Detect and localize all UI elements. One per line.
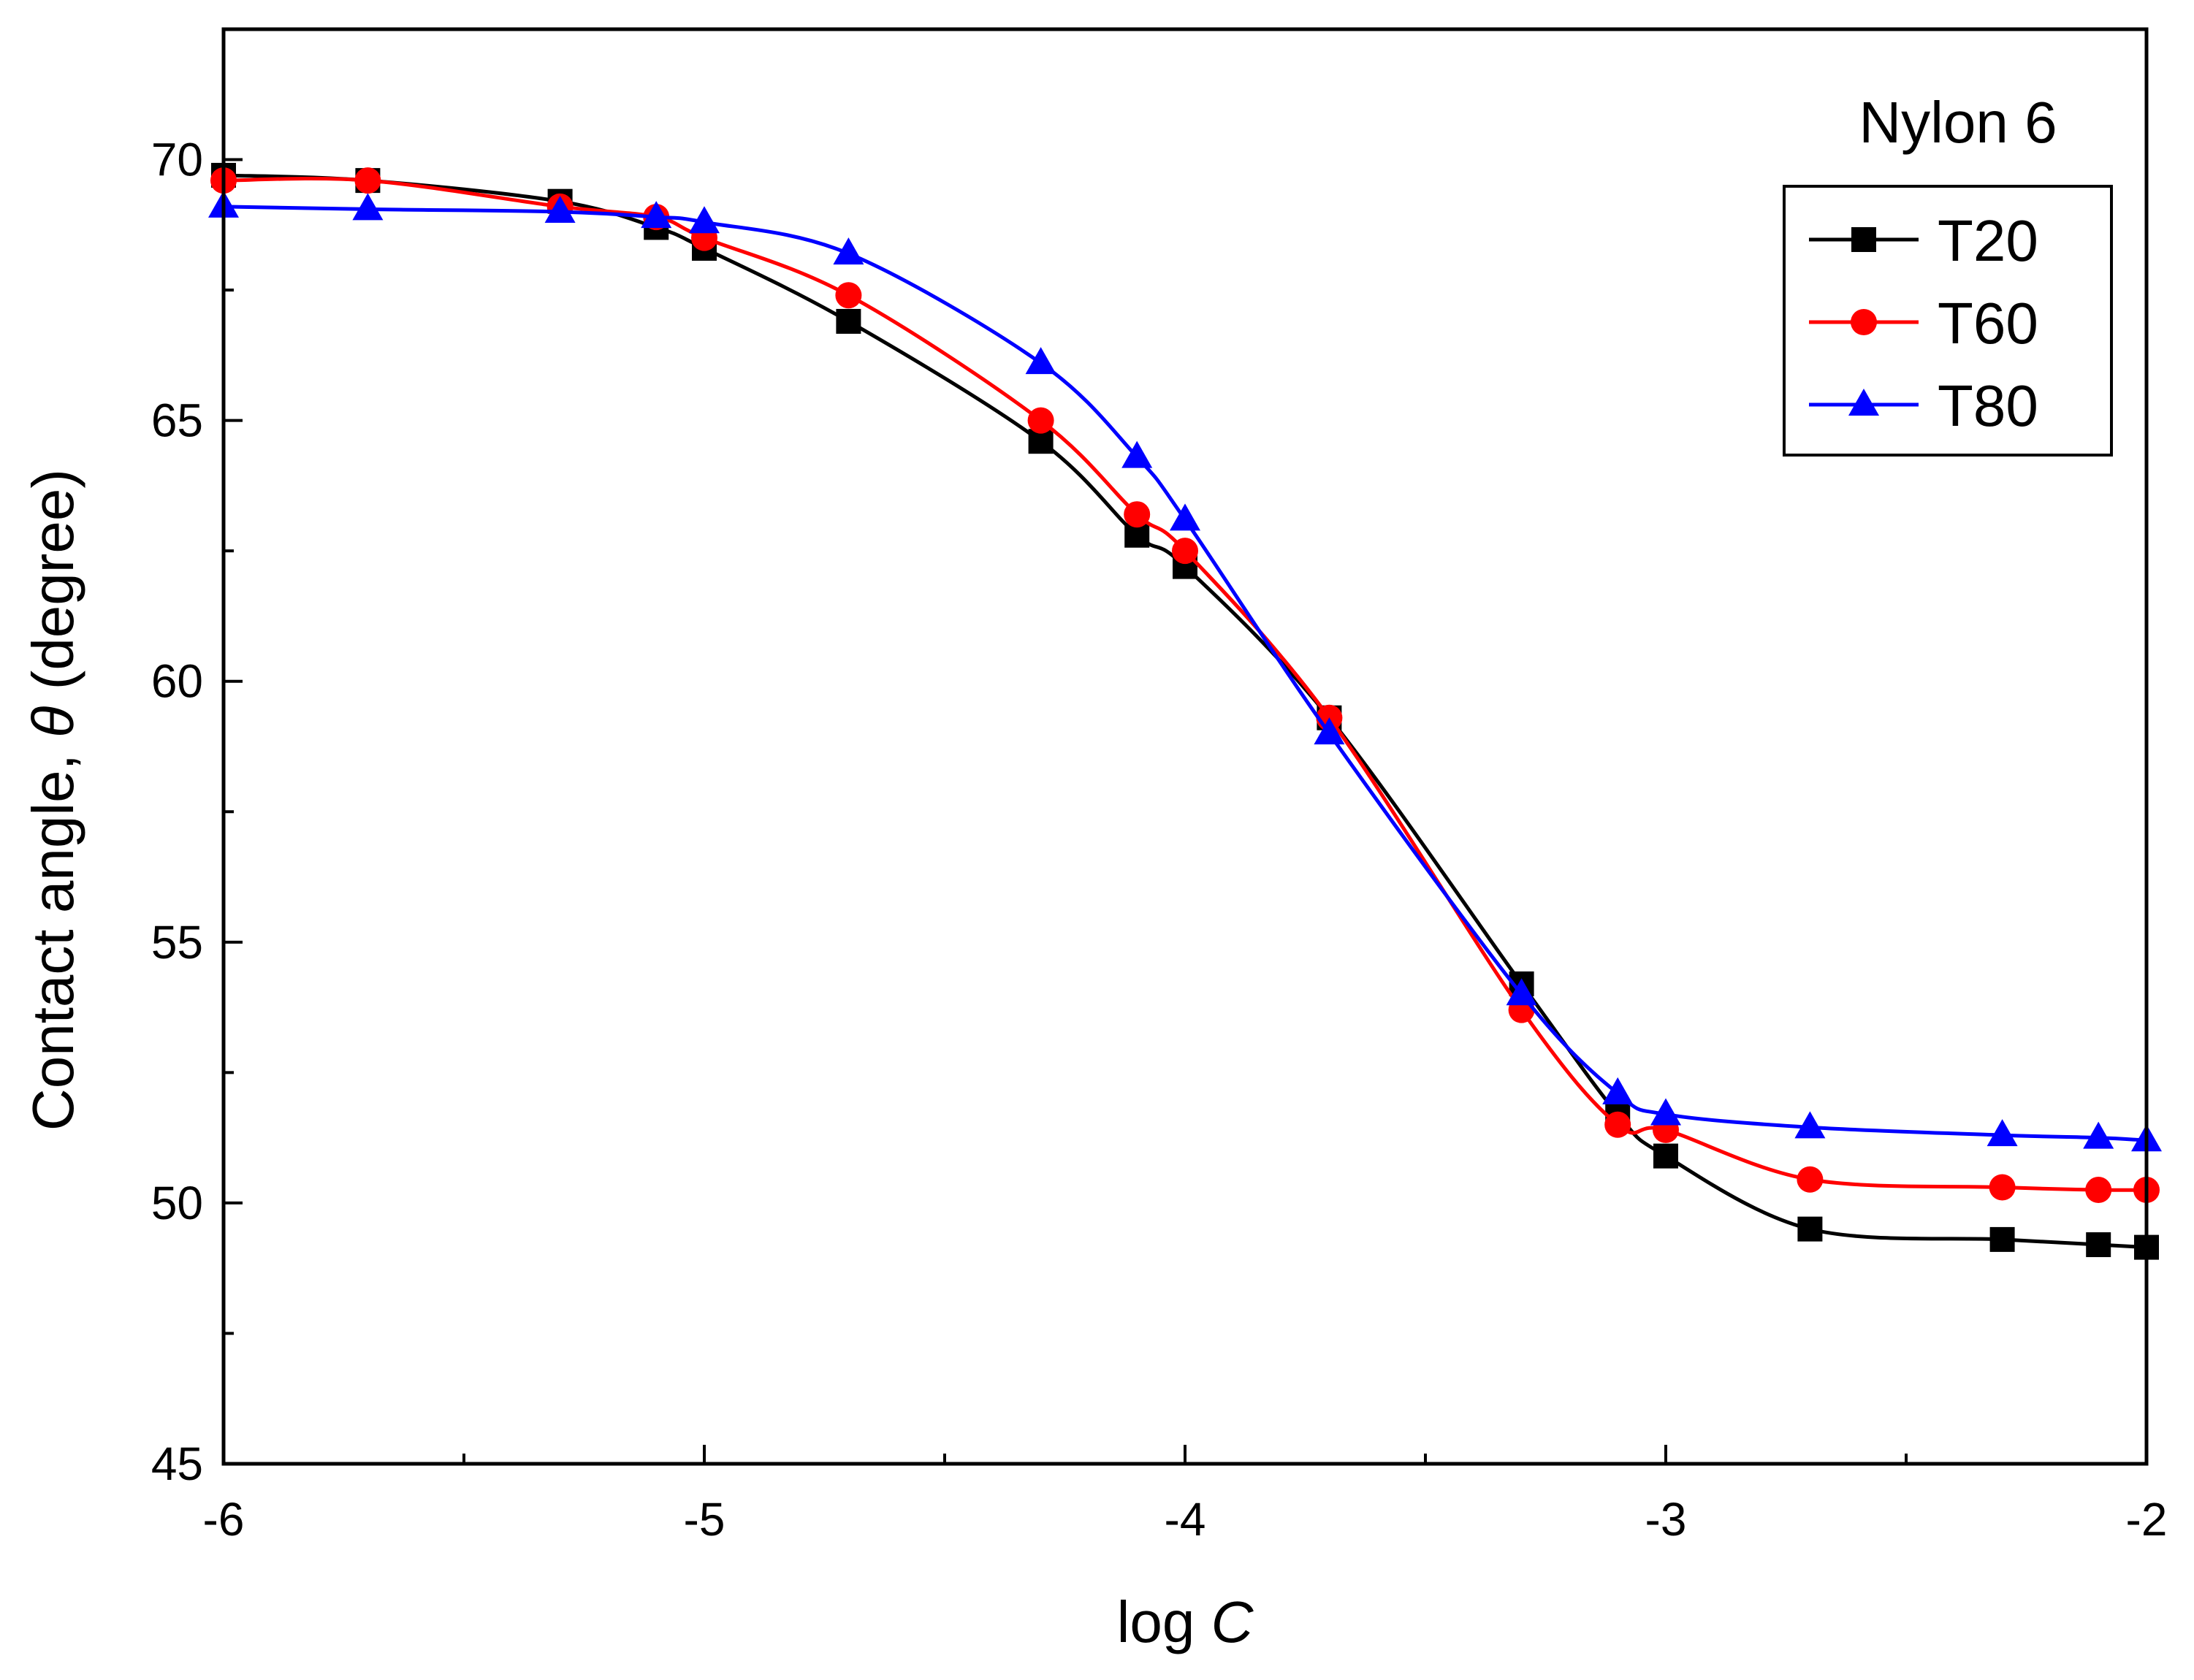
- data-point-t80: [544, 195, 576, 223]
- data-point-t80: [689, 206, 720, 234]
- y-tick-label: 60: [151, 655, 203, 708]
- legend-marker-t20: [1851, 227, 1876, 252]
- axes-layer: -6 -5 -4 -3 -2 45 50 55 60 65 70: [151, 134, 2168, 1546]
- data-point-t60: [1797, 1166, 1824, 1193]
- data-point-t80: [1506, 978, 1537, 1006]
- y-axis-title: Contact angle, θ (degree): [20, 469, 85, 1131]
- y-tick-label: 65: [151, 394, 203, 447]
- x-axis-title-prefix: log: [1117, 1589, 1211, 1654]
- data-point-t60: [1604, 1111, 1631, 1138]
- data-point-t20: [836, 308, 861, 334]
- legend-marker-t60: [1851, 309, 1877, 335]
- data-point-t80: [1794, 1111, 1826, 1139]
- data-point-t60: [1027, 407, 1054, 434]
- y-tick-label: 55: [151, 916, 203, 969]
- data-point-t80: [641, 201, 672, 229]
- data-point-t80: [1025, 347, 1056, 375]
- data-point-t80: [1170, 503, 1200, 531]
- data-point-t80: [1314, 717, 1345, 745]
- data-point-t80: [352, 193, 384, 221]
- x-tick-label: -5: [684, 1493, 725, 1546]
- data-point-t20: [1653, 1143, 1678, 1169]
- data-point-t20: [2086, 1232, 2111, 1258]
- x-tick-label: -2: [2126, 1493, 2168, 1546]
- legend-label-t80: T80: [1938, 373, 2038, 438]
- x-tick-label: -6: [203, 1493, 245, 1546]
- x-tick-label: -4: [1165, 1493, 1206, 1546]
- data-point-t80: [833, 237, 864, 265]
- x-axis-title: log C: [1117, 1589, 1254, 1654]
- data-point-t80: [1121, 440, 1153, 468]
- data-point-t60: [1989, 1174, 2016, 1201]
- legend: T20 T60 T80: [1809, 208, 2038, 438]
- data-point-t80: [1650, 1098, 1681, 1126]
- data-point-t80: [2083, 1121, 2114, 1149]
- y-axis-title-variable: θ: [20, 706, 85, 738]
- y-axis-title-suffix: (degree): [20, 469, 85, 706]
- x-axis-title-variable: C: [1211, 1589, 1254, 1654]
- plot-layer: [208, 162, 2162, 1260]
- data-point-t60: [2085, 1177, 2112, 1204]
- data-point-t20: [1797, 1216, 1823, 1242]
- y-tick-label: 45: [151, 1437, 203, 1490]
- legend-marker-t80: [1848, 389, 1879, 416]
- y-tick-label: 50: [151, 1177, 203, 1229]
- data-point-t80: [1602, 1077, 1634, 1104]
- chart-annotation: Nylon 6: [1859, 90, 2057, 155]
- data-point-t80: [1987, 1119, 2018, 1147]
- x-tick-label: -3: [1645, 1493, 1687, 1546]
- legend-label-t20: T20: [1938, 208, 2038, 273]
- data-point-t60: [354, 167, 381, 194]
- y-axis-title-prefix: Contact angle,: [20, 738, 85, 1131]
- data-point-t20: [1989, 1226, 2015, 1252]
- data-point-t60: [835, 282, 862, 309]
- data-point-t60: [1172, 538, 1198, 565]
- legend-label-t60: T60: [1938, 291, 2038, 356]
- y-tick-label: 70: [151, 134, 203, 186]
- data-point-t60: [1124, 501, 1151, 528]
